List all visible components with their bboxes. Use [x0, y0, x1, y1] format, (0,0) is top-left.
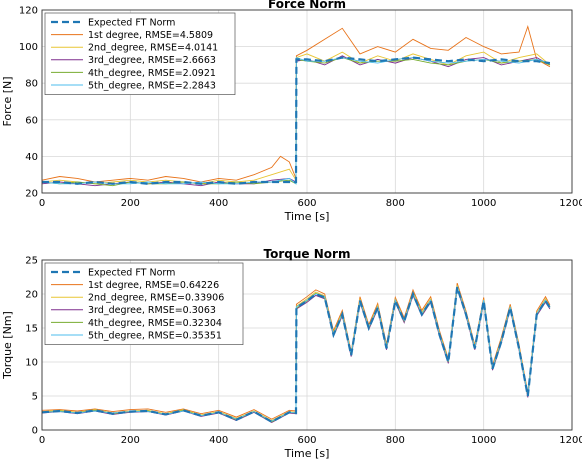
x-tick-label: 1200 [559, 198, 582, 209]
torque-norm-plot: 0 200 400 600 800 1000 1200 0 5 10 15 20 25 Torque No… [1, 247, 582, 460]
axes-frame [41, 259, 573, 431]
x-tick-label: 0 [39, 435, 45, 446]
x-tick-label: 0 [39, 198, 45, 209]
x-tick-label: 400 [209, 435, 228, 446]
legend-label: 3rd_degree, RMSE=0.3063 [88, 305, 216, 316]
x-axis-label: Time [s] [284, 210, 330, 223]
legend: Expected FT Norm 1st degree, RMSE=4.5809 2… [44, 12, 236, 95]
legend-label: 3rd_degree, RMSE=2.6663 [88, 55, 216, 66]
legend-label: Expected FT Norm [88, 267, 175, 278]
legend-box [44, 12, 236, 95]
legend: Expected FT Norm 1st degree, RMSE=0.64226… [44, 262, 244, 345]
x-tick-label: 400 [209, 198, 228, 209]
y-tick-label: 120 [19, 6, 38, 17]
x-tick-label: 800 [386, 198, 405, 209]
y-tick-label: 25 [25, 256, 38, 267]
y-tick-label: 20 [25, 290, 38, 301]
x-tick-label: 200 [121, 198, 140, 209]
x-tick-label: 600 [297, 198, 316, 209]
x-tick-label: 1200 [559, 435, 582, 446]
x-tick-label: 600 [297, 435, 316, 446]
series-line-5 [42, 56, 551, 185]
y-tick-label: 20 [25, 189, 38, 200]
series-line-0 [42, 56, 551, 185]
legend-label: 5th_degree, RMSE=2.2843 [88, 80, 216, 91]
y-tick-label: 100 [19, 42, 38, 53]
chart-title: Torque Norm [264, 247, 351, 261]
legend-label: 2nd_degree, RMSE=0.33906 [88, 293, 224, 304]
y-tick-label: 5 [32, 392, 38, 403]
y-tick-label: 40 [25, 152, 38, 163]
legend-label: 2nd_degree, RMSE=4.0141 [88, 43, 218, 54]
legend-label: 4th_degree, RMSE=2.0921 [88, 68, 216, 79]
y-tick-label: 15 [25, 324, 38, 335]
legend-label: 1st degree, RMSE=0.64226 [88, 280, 219, 291]
legend-label: Expected FT Norm [88, 17, 175, 28]
y-axis-label: Torque [Nm] [1, 311, 14, 380]
x-tick-label: 1000 [471, 198, 496, 209]
y-tick-label: 10 [25, 358, 38, 369]
y-tick-label: 60 [25, 115, 38, 126]
y-axis-label: Force [N] [1, 76, 14, 126]
legend-box [44, 262, 244, 345]
x-axis-label: Time [s] [284, 447, 330, 460]
axes-frame [41, 9, 573, 194]
y-tick-label: 80 [25, 79, 38, 90]
legend-label: 4th_degree, RMSE=0.32304 [88, 318, 222, 329]
force-norm-plot: 0 200 400 600 800 1000 1200 20 40 60 80 100 120 Force… [1, 0, 582, 223]
x-tick-label: 200 [121, 435, 140, 446]
series-line-0 [42, 286, 551, 424]
legend-label: 5th_degree, RMSE=0.35351 [88, 330, 222, 341]
chart-title: Force Norm [268, 0, 346, 11]
y-tick-label: 0 [32, 426, 38, 437]
legend-label: 1st degree, RMSE=4.5809 [88, 30, 213, 41]
x-tick-label: 800 [386, 435, 405, 446]
x-tick-label: 1000 [471, 435, 496, 446]
